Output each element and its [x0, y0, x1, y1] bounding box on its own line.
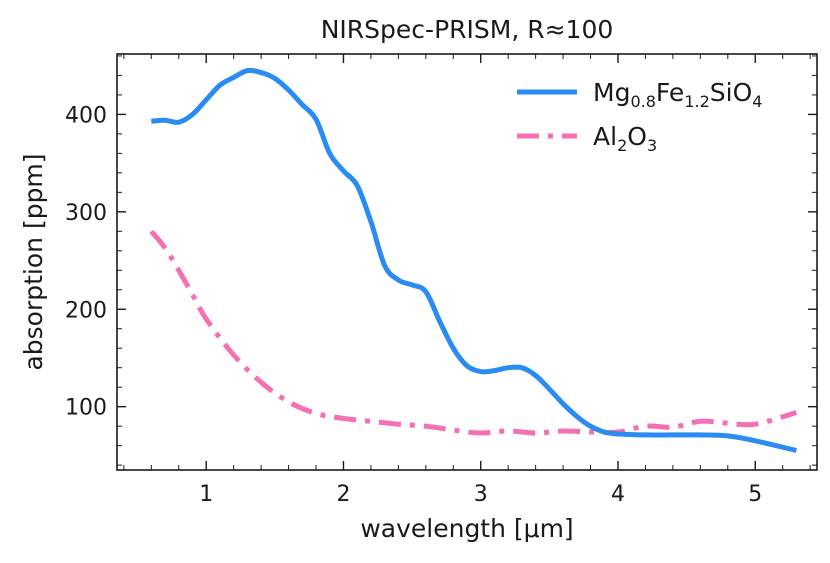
chart-title: NIRSpec-PRISM, R≈100	[321, 15, 614, 44]
series-line-mgfesio4	[151, 67, 797, 453]
y-tick-label: 100	[65, 396, 107, 421]
legend-label-part: Al	[593, 122, 617, 151]
legend-label: Al2O3	[593, 122, 657, 155]
x-axis-label: wavelength [μm]	[360, 514, 573, 543]
x-tick-label: 4	[611, 482, 625, 507]
x-tick-label: 1	[199, 482, 213, 507]
y-axis-label: absorption [ppm]	[19, 153, 48, 370]
legend-label-part: SiO	[710, 78, 753, 107]
x-tick-label: 5	[748, 482, 762, 507]
legend-label-part: Mg	[593, 78, 630, 107]
ticks	[117, 54, 817, 470]
series-line-al2o3	[149, 229, 798, 436]
y-tick-label: 200	[65, 298, 107, 323]
plot-frame	[116, 53, 818, 471]
x-tick-label: 3	[474, 482, 488, 507]
legend-label-subscript: 3	[647, 136, 657, 155]
legend-label-subscript: 2	[617, 136, 627, 155]
legend-label: Mg0.8Fe1.2SiO4	[593, 78, 762, 111]
legend-label-subscript: 0.8	[630, 92, 655, 111]
tick-labels: 1 2 3 4 5 100 200 300 400	[65, 103, 762, 507]
x-tick-label: 2	[336, 482, 350, 507]
legend: Mg0.8Fe1.2SiO4 Al2O3	[517, 78, 762, 155]
legend-label-part: O	[627, 122, 647, 151]
y-tick-label: 400	[65, 103, 107, 128]
legend-label-part: Fe	[656, 78, 684, 107]
y-tick-label: 300	[65, 201, 107, 226]
legend-label-subscript: 1.2	[684, 92, 709, 111]
series-layer	[149, 67, 798, 453]
legend-label-subscript: 4	[752, 92, 762, 111]
